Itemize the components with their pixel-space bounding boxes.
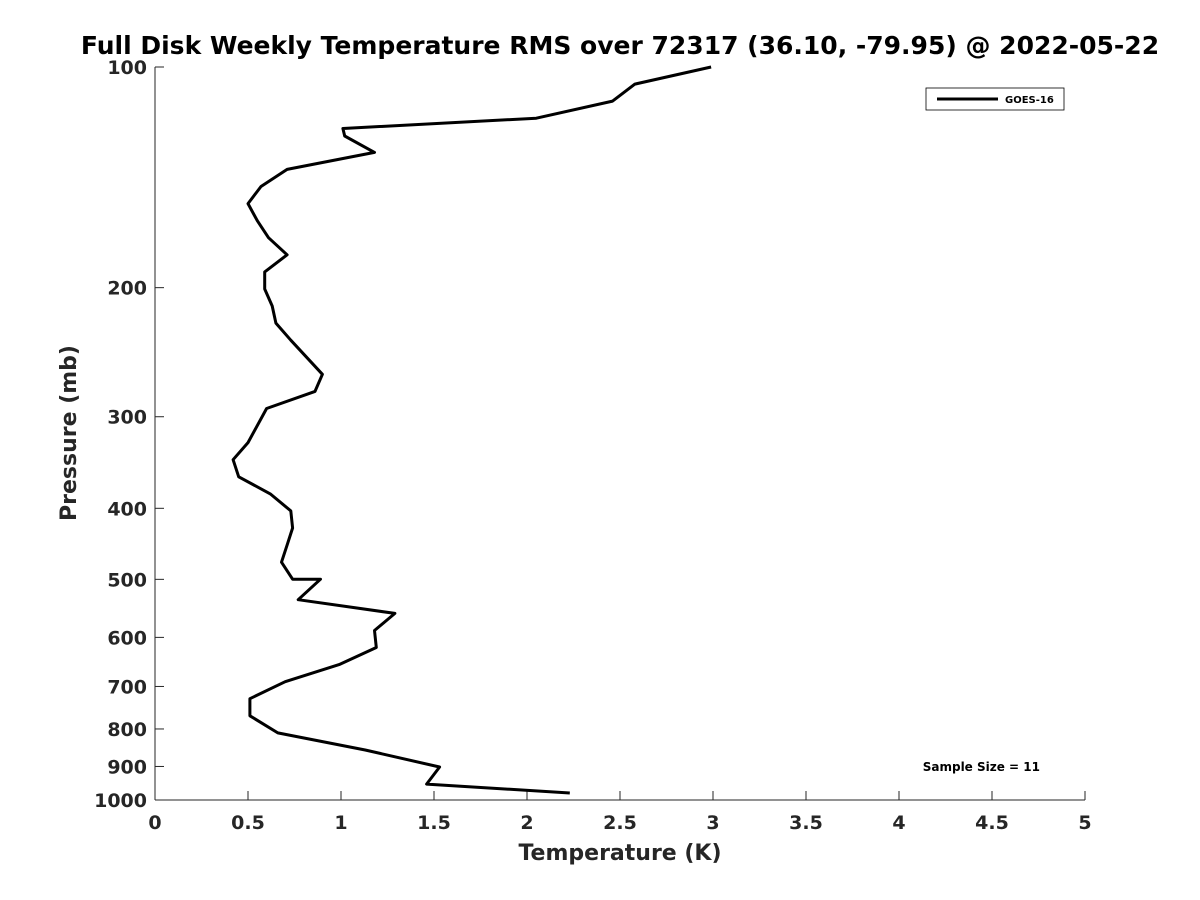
x-tick-label-4: 2 — [520, 812, 533, 834]
x-tick-label-10: 5 — [1078, 812, 1091, 834]
y-tick-label-6: 700 — [107, 676, 147, 698]
x-tick-label-2: 1 — [334, 812, 347, 834]
x-tick-label-7: 3.5 — [789, 812, 823, 834]
x-tick-label-3: 1.5 — [417, 812, 451, 834]
y-tick-label-0: 100 — [107, 57, 147, 79]
series-group — [231, 65, 712, 795]
chart-title: Full Disk Weekly Temperature RMS over 72… — [81, 31, 1159, 60]
y-tick-label-3: 400 — [107, 498, 147, 520]
legend: GOES-16 — [925, 87, 1065, 111]
y-tick-label-4: 500 — [107, 569, 147, 591]
sample-size-annotation: Sample Size = 11 — [923, 760, 1040, 774]
x-tick-label-6: 3 — [706, 812, 719, 834]
y-tick-label-9: 1000 — [94, 790, 147, 812]
x-tick-label-5: 2.5 — [603, 812, 637, 834]
y-tick-label-2: 300 — [107, 407, 147, 429]
y-tick-label-8: 900 — [107, 756, 147, 778]
x-tick-label-1: 0.5 — [231, 812, 265, 834]
x-tick-label-0: 0 — [148, 812, 161, 834]
series-line-goes-16 — [231, 65, 712, 795]
plot-area — [155, 67, 1085, 800]
y-tick-label-7: 800 — [107, 719, 147, 741]
y-tick-label-1: 200 — [107, 278, 147, 300]
y-tick-label-5: 600 — [107, 627, 147, 649]
x-tick-label-9: 4.5 — [975, 812, 1009, 834]
x-axis-label: Temperature (K) — [518, 841, 721, 866]
axes: 0 0.5 1 1.5 2 2.5 3 3.5 4 4.5 5 100 200 300 400 500 600 7… — [94, 57, 1092, 834]
legend-label-goes-16: GOES-16 — [1005, 95, 1054, 106]
x-tick-label-8: 4 — [892, 812, 905, 834]
y-axis-label: Pressure (mb) — [57, 345, 82, 521]
